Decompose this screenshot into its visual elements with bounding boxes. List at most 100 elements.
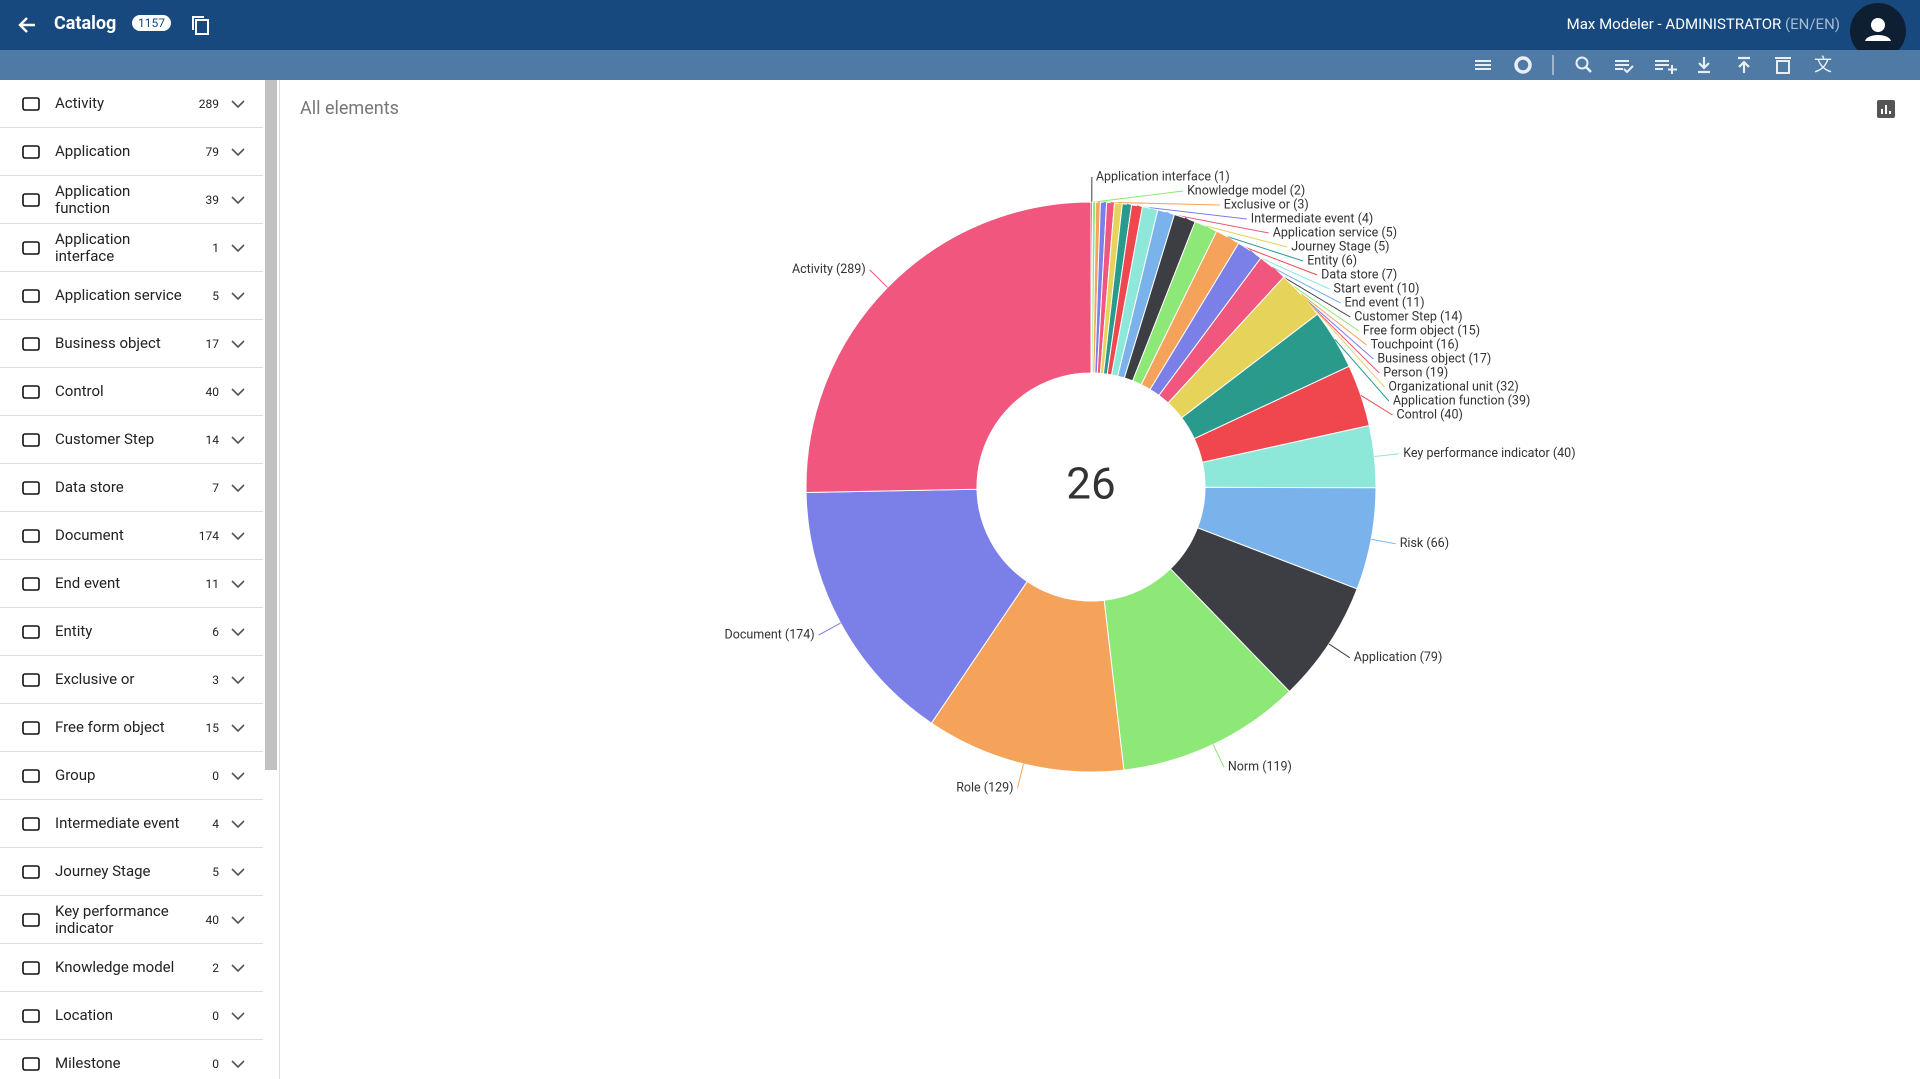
item-name: Milestone [55, 1054, 121, 1072]
catalog-item[interactable]: Milestone 0 [0, 1040, 263, 1079]
catalog-item[interactable]: Location 0 [0, 992, 263, 1040]
catalog-item[interactable]: Key performance indicator 40 [0, 896, 263, 944]
top-bar: Catalog 1157 Max Modeler - ADMINISTRATOR… [0, 0, 1920, 59]
item-count: 5 [212, 864, 219, 879]
expand-chevron[interactable] [231, 431, 245, 449]
avatar[interactable] [1850, 3, 1906, 59]
slice-label: Entity (6) [1307, 253, 1357, 268]
expand-chevron[interactable] [231, 335, 245, 353]
expand-chevron[interactable] [231, 623, 245, 641]
item-count: 79 [205, 144, 220, 159]
expand-chevron[interactable] [231, 671, 245, 689]
slice-label: Application function (39) [1393, 393, 1531, 408]
item-icon [20, 237, 42, 259]
expand-chevron[interactable] [231, 863, 245, 881]
catalog-item[interactable]: End event 11 [0, 560, 263, 608]
item-icon [20, 621, 42, 643]
item-count: 0 [212, 1056, 219, 1071]
count-badge: 1157 [132, 15, 171, 31]
main-panel: Application interface (1) Knowledge model… [280, 80, 1920, 1079]
catalog-item[interactable]: Control 40 [0, 368, 263, 416]
item-name: Customer Step [55, 430, 155, 448]
item-name: Business object [55, 334, 161, 352]
catalog-item[interactable]: Knowledge model 2 [0, 944, 263, 992]
item-name: Knowledge model [55, 958, 175, 976]
slice-label: Intermediate event (4) [1251, 211, 1373, 226]
expand-chevron[interactable] [231, 383, 245, 401]
expand-chevron[interactable] [231, 479, 245, 497]
expand-chevron[interactable] [231, 1055, 245, 1073]
item-name: Entity [55, 622, 93, 640]
slice-label: Start event (10) [1334, 281, 1420, 296]
catalog-item[interactable]: Group 0 [0, 752, 263, 800]
item-count: 17 [205, 336, 220, 351]
item-count: 4 [212, 816, 219, 831]
expand-chevron[interactable] [231, 719, 245, 737]
catalog-item[interactable]: Data store 7 [0, 464, 263, 512]
slice-label: Key performance indicator (40) [1403, 446, 1575, 461]
catalog-item[interactable]: Intermediate event 4 [0, 800, 263, 848]
item-icon [20, 765, 42, 787]
catalog-item[interactable]: Business object 17 [0, 320, 263, 368]
toolbar: 文 [0, 50, 1920, 80]
expand-chevron[interactable] [231, 575, 245, 593]
expand-chevron[interactable] [231, 959, 245, 977]
expand-chevron[interactable] [231, 287, 245, 305]
item-name: Application function [55, 181, 131, 217]
slice-label: Knowledge model (2) [1187, 183, 1305, 198]
scrollbar[interactable] [265, 80, 277, 770]
item-count: 7 [212, 480, 219, 495]
expand-chevron[interactable] [231, 527, 245, 545]
slice-label: Norm (119) [1228, 759, 1292, 774]
catalog-item[interactable]: Activity 289 [0, 80, 263, 128]
item-count: 15 [205, 720, 220, 735]
slice-label: Person (19) [1383, 365, 1448, 380]
item-icon [20, 525, 42, 547]
slice-label: Control (40) [1397, 407, 1463, 422]
expand-chevron[interactable] [231, 95, 245, 113]
catalog-item[interactable]: Application interface 1 [0, 224, 263, 272]
expand-chevron[interactable] [231, 1007, 245, 1025]
catalog-item[interactable]: Journey Stage 5 [0, 848, 263, 896]
item-count: 5 [212, 288, 219, 303]
item-count: 0 [212, 1008, 219, 1023]
toolbar-icons[interactable]: 文 [1470, 53, 1890, 77]
expand-chevron[interactable] [231, 767, 245, 785]
item-name: Application [55, 142, 131, 160]
item-icon [20, 429, 42, 451]
item-name: Free form object [55, 718, 165, 736]
catalog-item[interactable]: Application 79 [0, 128, 263, 176]
back-button[interactable] [16, 14, 38, 36]
catalog-item[interactable]: Document 174 [0, 512, 263, 560]
chart-toggle[interactable] [1877, 100, 1895, 118]
expand-chevron[interactable] [231, 815, 245, 833]
item-icon [20, 189, 42, 211]
leader-line [1374, 453, 1400, 457]
catalog-item[interactable]: Entity 6 [0, 608, 263, 656]
catalog-item[interactable]: Customer Step 14 [0, 416, 263, 464]
item-count: 14 [205, 432, 220, 447]
item-icon [20, 333, 42, 355]
donut-slice [805, 201, 1092, 493]
catalog-item[interactable]: Exclusive or 3 [0, 656, 263, 704]
item-name: Data store [55, 478, 124, 496]
slice-label: Application (79) [1354, 650, 1443, 665]
catalog-item[interactable]: Application function 39 [0, 176, 263, 224]
catalog-item[interactable]: Free form object 15 [0, 704, 263, 752]
catalog-item[interactable]: Application service 5 [0, 272, 263, 320]
expand-chevron[interactable] [231, 191, 245, 209]
item-icon [20, 1053, 42, 1075]
expand-chevron[interactable] [231, 911, 245, 929]
expand-chevron[interactable] [231, 143, 245, 161]
item-icon [20, 861, 42, 883]
slice-label: Free form object (15) [1363, 323, 1480, 338]
donut-slice [805, 488, 1028, 724]
item-icon [20, 141, 42, 163]
item-count: 39 [205, 192, 220, 207]
copy-button[interactable] [190, 14, 212, 36]
leader-line [869, 269, 888, 288]
page-title: Catalog [54, 13, 117, 34]
expand-chevron[interactable] [231, 239, 245, 257]
item-icon [20, 381, 42, 403]
